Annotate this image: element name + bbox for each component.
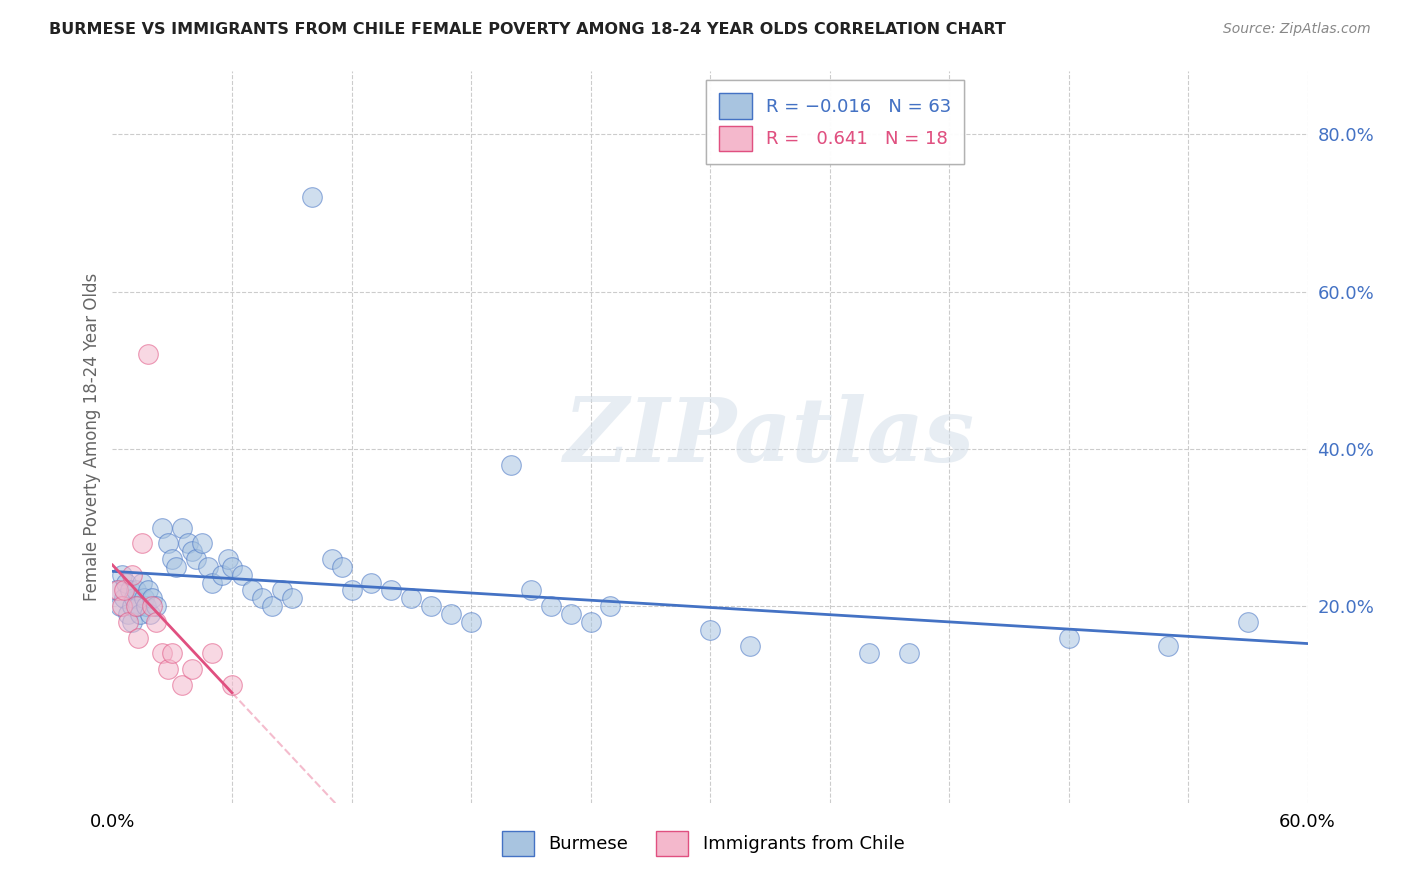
Point	[172, 520, 194, 534]
Point	[121, 615, 143, 629]
Point	[105, 583, 128, 598]
Point	[540, 599, 562, 614]
Point	[131, 575, 153, 590]
Point	[129, 607, 152, 621]
Point	[162, 646, 183, 660]
Point	[440, 607, 463, 621]
Point	[420, 599, 443, 614]
Point	[186, 552, 208, 566]
Point	[125, 583, 148, 598]
Point	[145, 599, 167, 614]
Point	[520, 583, 543, 598]
Point	[150, 646, 173, 660]
Point	[738, 639, 761, 653]
Point	[858, 646, 880, 660]
Point	[127, 599, 149, 614]
Text: ZIPatlas: ZIPatlas	[564, 394, 976, 480]
Point	[560, 607, 582, 621]
Point	[460, 615, 482, 629]
Legend: R = −0.016   N = 63, R =   0.641   N = 18: R = −0.016 N = 63, R = 0.641 N = 18	[706, 80, 965, 164]
Point	[117, 607, 139, 621]
Point	[111, 599, 134, 614]
Point	[138, 583, 160, 598]
Point	[1057, 631, 1080, 645]
Point	[117, 615, 139, 629]
Point	[114, 591, 135, 606]
Point	[138, 347, 160, 361]
Point	[177, 536, 200, 550]
Text: Source: ZipAtlas.com: Source: ZipAtlas.com	[1223, 22, 1371, 37]
Point	[115, 575, 138, 590]
Point	[360, 575, 382, 590]
Point	[139, 607, 162, 621]
Point	[270, 583, 292, 598]
Point	[191, 536, 214, 550]
Point	[141, 591, 163, 606]
Point	[134, 591, 156, 606]
Point	[120, 583, 142, 598]
Point	[321, 552, 343, 566]
Point	[221, 678, 243, 692]
Point	[699, 623, 721, 637]
Point	[217, 552, 239, 566]
Point	[231, 567, 253, 582]
Point	[330, 559, 353, 574]
Legend: Burmese, Immigrants from Chile: Burmese, Immigrants from Chile	[492, 822, 914, 865]
Point	[121, 599, 143, 614]
Point	[135, 599, 157, 614]
Point	[281, 591, 304, 606]
Point	[131, 536, 153, 550]
Point	[201, 575, 224, 590]
Point	[401, 591, 423, 606]
Point	[162, 552, 183, 566]
Point	[110, 599, 132, 614]
Point	[114, 583, 135, 598]
Point	[145, 615, 167, 629]
Point	[579, 615, 602, 629]
Point	[111, 567, 134, 582]
Point	[172, 678, 194, 692]
Point	[211, 567, 233, 582]
Point	[121, 567, 143, 582]
Y-axis label: Female Poverty Among 18-24 Year Olds: Female Poverty Among 18-24 Year Olds	[83, 273, 101, 601]
Point	[301, 190, 323, 204]
Point	[260, 599, 283, 614]
Point	[201, 646, 224, 660]
Point	[250, 591, 273, 606]
Point	[599, 599, 621, 614]
Point	[127, 631, 149, 645]
Point	[340, 583, 363, 598]
Point	[1237, 615, 1260, 629]
Point	[1157, 639, 1180, 653]
Point	[499, 458, 522, 472]
Point	[380, 583, 402, 598]
Point	[181, 544, 204, 558]
Point	[197, 559, 219, 574]
Point	[157, 536, 180, 550]
Text: BURMESE VS IMMIGRANTS FROM CHILE FEMALE POVERTY AMONG 18-24 YEAR OLDS CORRELATIO: BURMESE VS IMMIGRANTS FROM CHILE FEMALE …	[49, 22, 1007, 37]
Point	[221, 559, 243, 574]
Point	[240, 583, 263, 598]
Point	[107, 583, 129, 598]
Point	[165, 559, 187, 574]
Point	[150, 520, 173, 534]
Point	[124, 591, 146, 606]
Point	[181, 662, 204, 676]
Point	[125, 599, 148, 614]
Point	[157, 662, 180, 676]
Point	[141, 599, 163, 614]
Point	[898, 646, 921, 660]
